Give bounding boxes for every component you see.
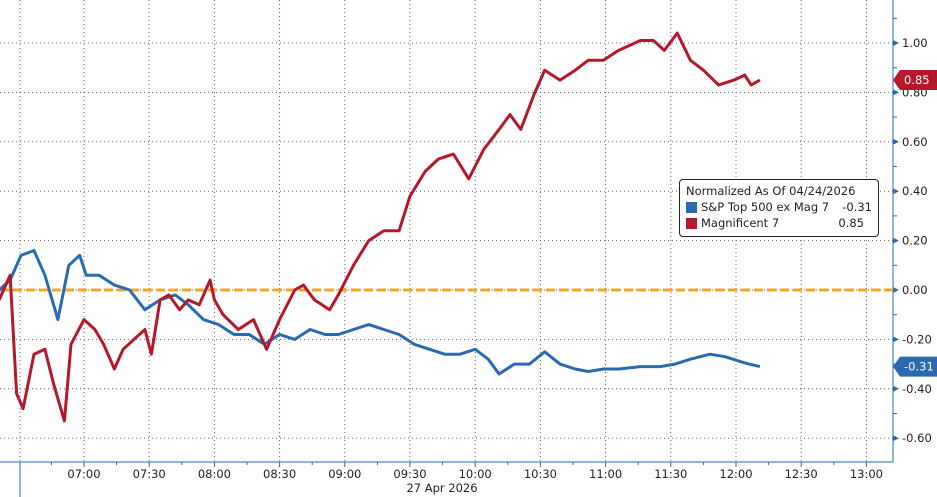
last-value-label: 0.85: [904, 73, 930, 87]
series-line-magnificent-7: [0, 31, 761, 423]
series-lines: [0, 31, 893, 423]
legend-entry-value: -0.31: [842, 200, 872, 214]
y-tick-label: 0.40: [902, 184, 928, 198]
x-tick-label: 13:00: [850, 467, 883, 481]
x-tick-label: 10:00: [459, 467, 492, 481]
x-tick-label: 10:30: [524, 467, 557, 481]
gridlines: [0, 0, 893, 497]
y-tick-label: -0.20: [902, 332, 932, 346]
x-tick-label: 11:00: [589, 467, 622, 481]
legend-entry-value: 0.85: [838, 216, 864, 230]
legend: Normalized As Of 04/24/2026 S&P Top 500 …: [679, 179, 879, 237]
legend-swatch: [686, 201, 697, 213]
series-line-sp500-ex-mag7: [0, 249, 761, 376]
x-tick-label: 09:00: [328, 467, 361, 481]
y-tick-label: -0.40: [902, 382, 932, 396]
x-tick-label: 08:30: [263, 467, 296, 481]
y-tick-label: 0.60: [902, 135, 928, 149]
x-axis-label: 27 Apr 2026: [406, 481, 477, 495]
legend-title: Normalized As Of 04/24/2026: [686, 184, 856, 198]
tick-labels: 1.000.800.600.400.200.00-0.20-0.40-0.600…: [67, 36, 937, 481]
legend-entry-name: S&P Top 500 ex Mag 7: [701, 200, 830, 214]
x-tick-label: 11:30: [654, 467, 687, 481]
axes: [0, 0, 899, 497]
legend-swatch: [686, 217, 697, 229]
legend-entry-name: Magnificent 7: [701, 216, 780, 230]
x-tick-label: 07:30: [133, 467, 166, 481]
last-value-label: -0.31: [904, 360, 934, 374]
y-tick-label: -0.60: [902, 431, 932, 445]
x-tick-label: 08:00: [198, 467, 231, 481]
x-tick-label: 07:00: [67, 467, 100, 481]
y-tick-label: 0.00: [902, 283, 928, 297]
y-tick-label: 1.00: [902, 36, 928, 50]
x-tick-label: 12:00: [719, 467, 752, 481]
x-tick-label: 09:30: [393, 467, 426, 481]
x-tick-label: 12:30: [785, 467, 818, 481]
last-value-callout: [893, 356, 937, 377]
legend-entry-magnificent-7: Magnificent 7 0.85: [686, 215, 872, 231]
legend-entry-sp500-ex-mag7: S&P Top 500 ex Mag 7 -0.31: [686, 199, 872, 215]
y-tick-label: 0.20: [902, 234, 928, 248]
last-value-callout: [893, 70, 937, 91]
